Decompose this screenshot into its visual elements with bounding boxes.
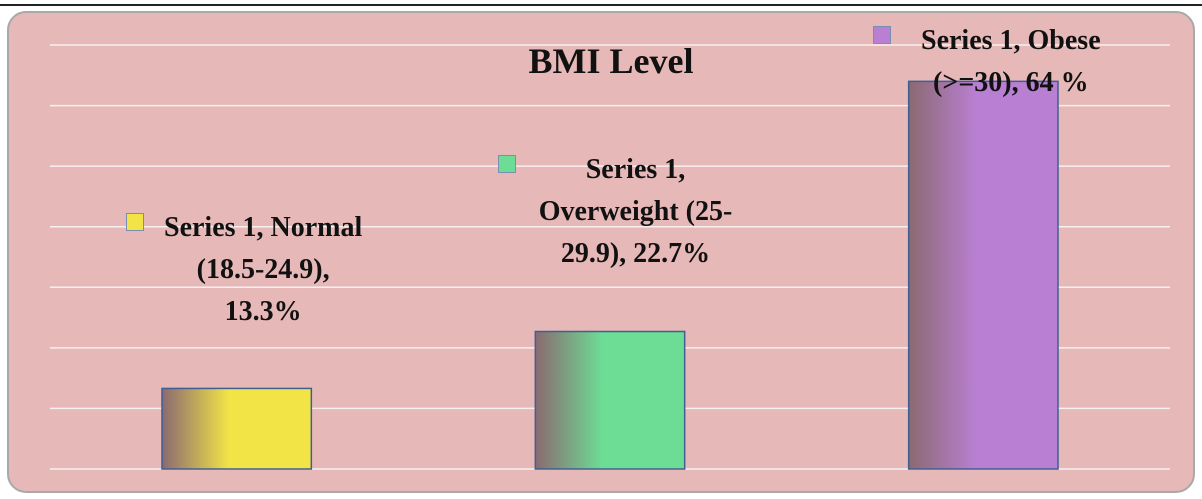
legend-key (125, 213, 144, 231)
bar (907, 80, 1059, 470)
legend-key (498, 155, 516, 173)
category-name: Normal (18.5-24.9) (196, 212, 363, 285)
separator: , (1013, 25, 1028, 56)
series-name: Series 1 (921, 25, 1014, 56)
series-name: Series 1 (585, 154, 679, 185)
category-name: Overweight (25-29.9) (538, 196, 733, 269)
plot-panel (7, 11, 1195, 493)
value-label: 64 % (1025, 67, 1089, 98)
value-label: 22.7% (633, 238, 711, 269)
separator: , (619, 238, 634, 269)
separator: , (322, 254, 330, 285)
data-label: Series 1, Obese (>=30), 64 % (908, 20, 1113, 104)
value-label: 13.3% (224, 296, 302, 327)
legend-key (873, 26, 892, 44)
data-label: Series 1, Overweight (25-29.9), 22.7% (533, 149, 738, 275)
series-name: Series 1 (164, 212, 257, 243)
bar (534, 330, 686, 470)
separator: , (1011, 67, 1026, 98)
bar (161, 387, 313, 470)
separator: , (678, 154, 686, 185)
chart-title: BMI Level (528, 41, 694, 81)
data-label: Series 1, Normal (18.5-24.9), 13.3% (161, 207, 366, 333)
separator: , (256, 212, 271, 243)
category-name: Obese (>=30) (933, 25, 1101, 98)
